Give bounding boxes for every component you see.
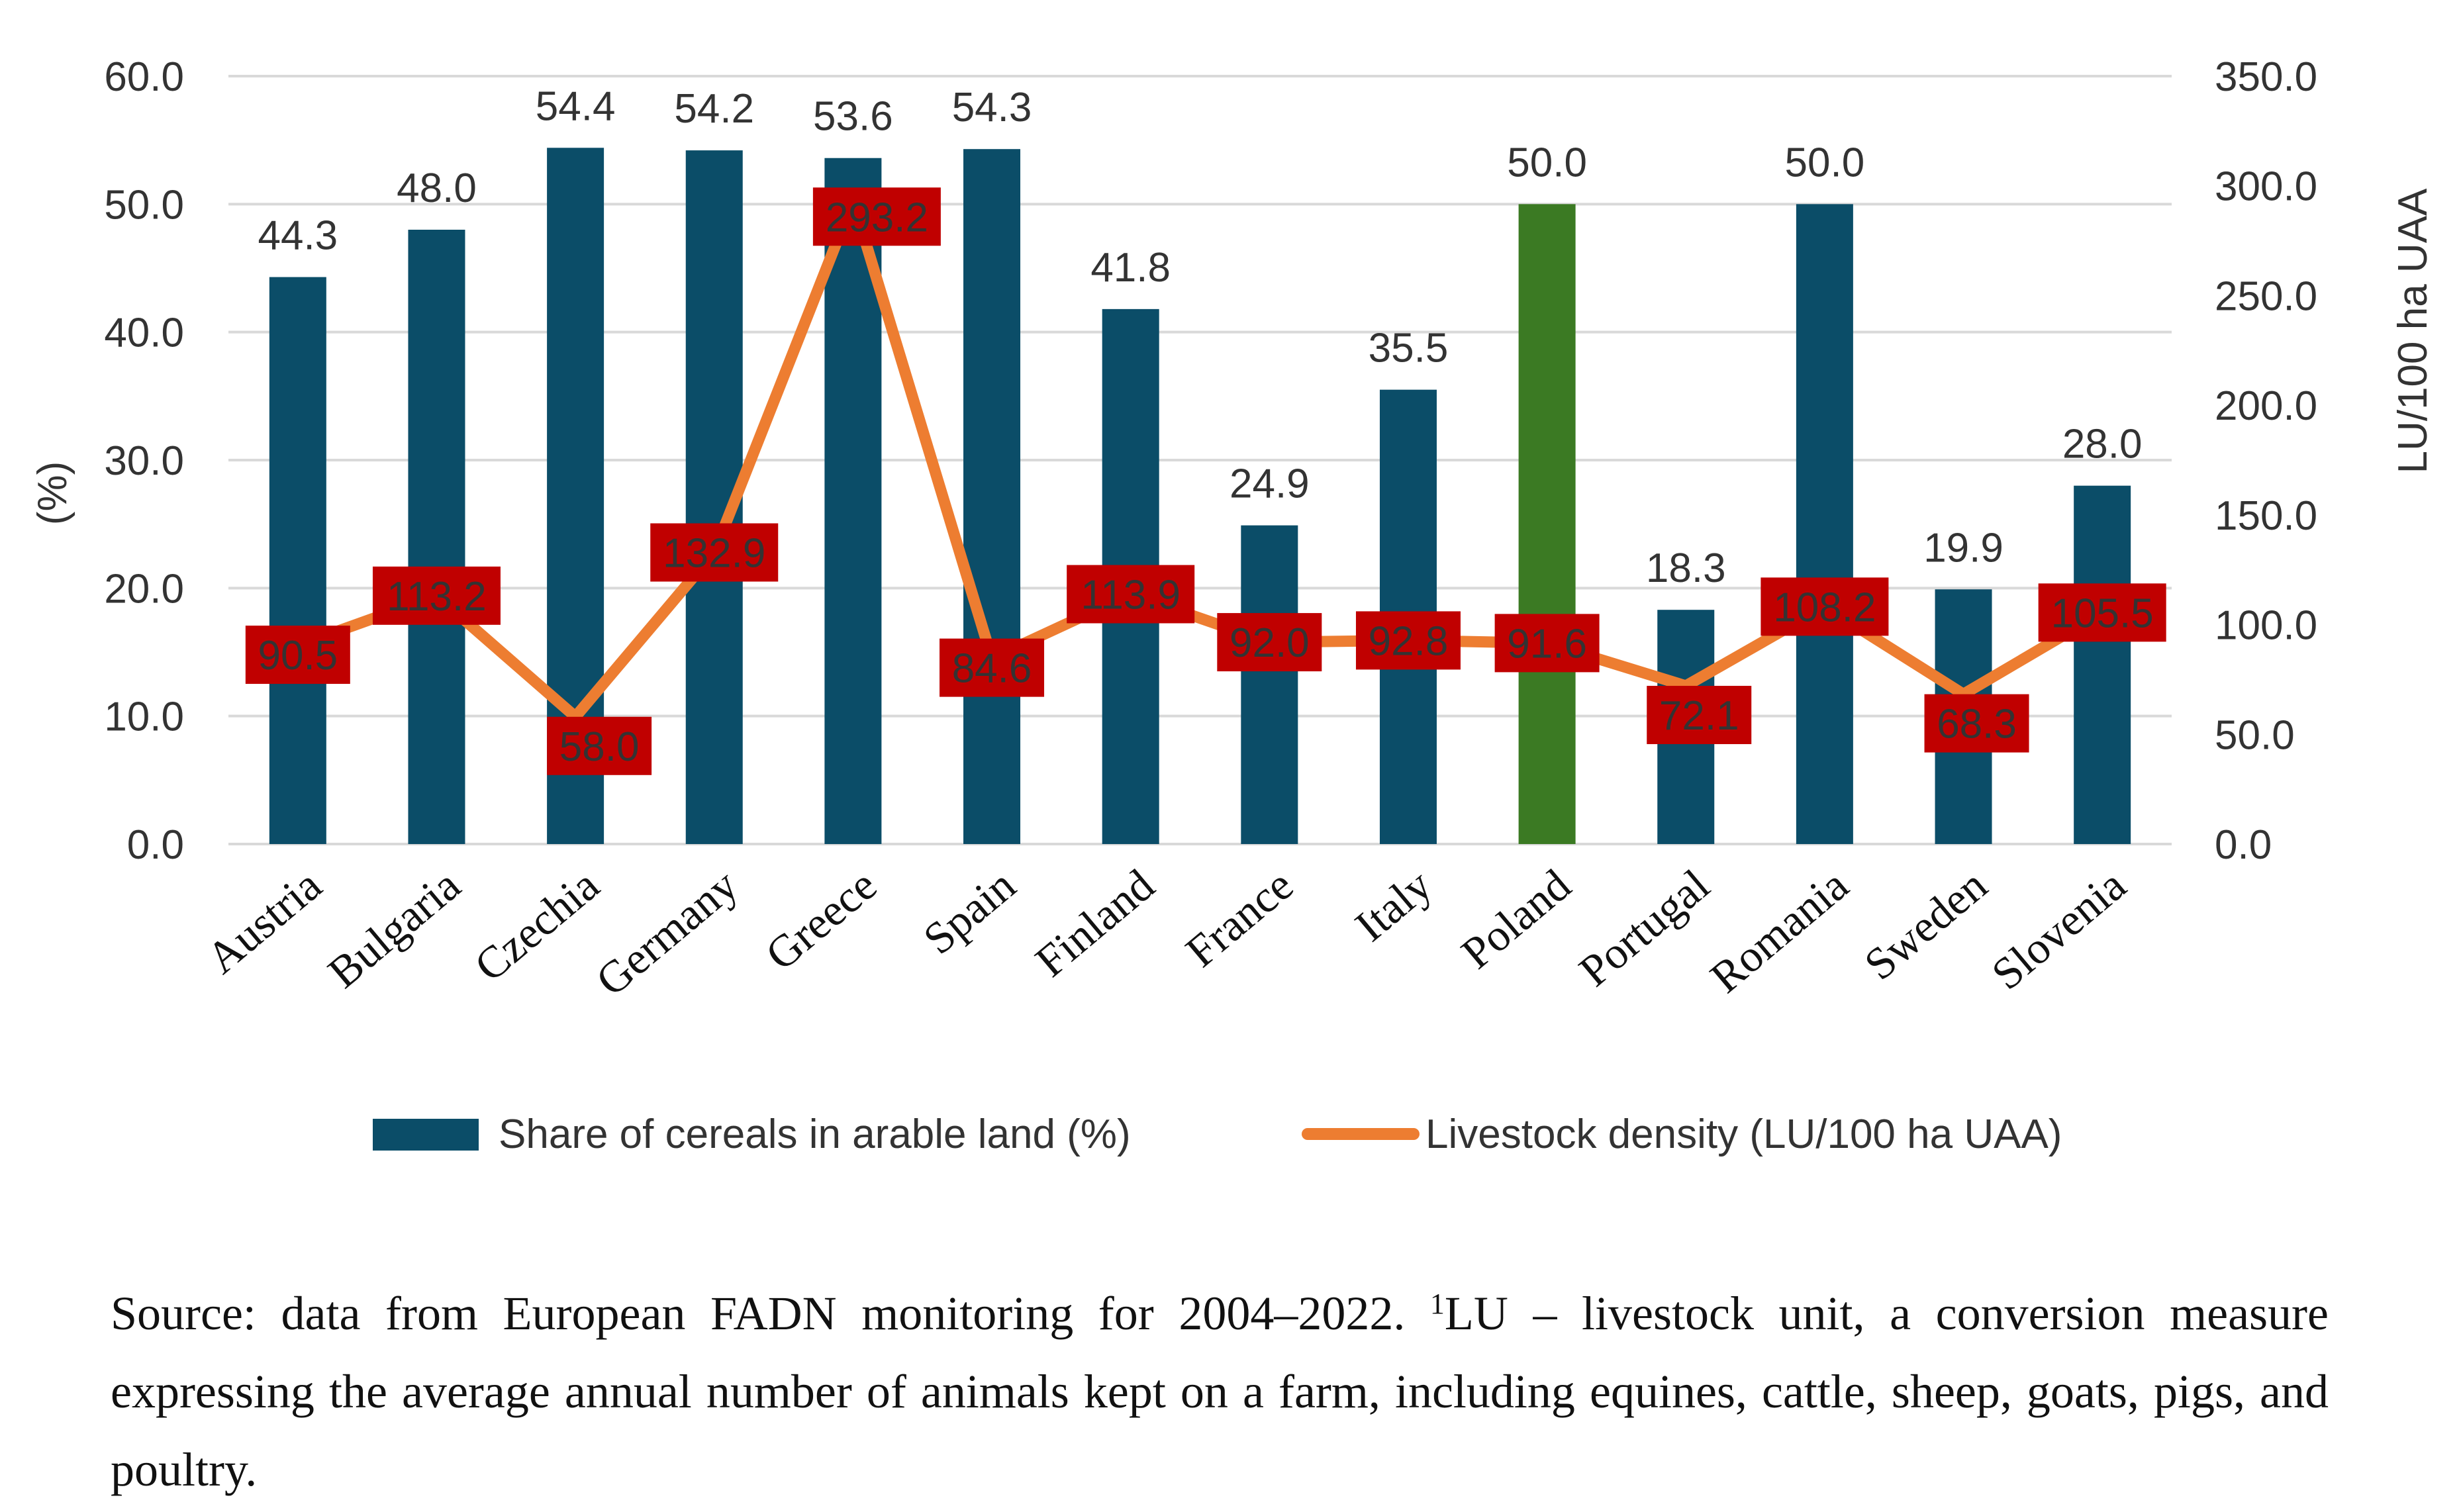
line-label-box: [650, 523, 779, 582]
category-label: Germany: [587, 859, 748, 1006]
line-label-box: [1067, 565, 1195, 624]
bar: [269, 277, 326, 844]
bar-data-label: 24.9: [1230, 461, 1310, 507]
left-tick-label: 60.0: [104, 54, 184, 100]
source-note-definition: LU – livestock unit, a conversion measur…: [111, 1287, 2329, 1496]
category-label: Czechia: [465, 859, 608, 991]
bar-data-label: 53.6: [813, 94, 893, 140]
bar-data-label: 41.8: [1090, 245, 1171, 291]
category-label: Italy: [1345, 859, 1441, 951]
line-data-label: 108.2: [1773, 585, 1876, 630]
legend-bar-swatch: [373, 1119, 479, 1151]
category-label: Poland: [1452, 859, 1580, 978]
legend-bar-label: Share of cereals in arable land (%): [499, 1111, 1131, 1157]
category-label: France: [1176, 859, 1302, 976]
category-label: Portugal: [1570, 859, 1719, 996]
line-label-box: [1217, 613, 1322, 672]
right-tick-label: 350.0: [2215, 54, 2317, 100]
left-axis-title: (%): [30, 461, 75, 525]
category-label: Spain: [914, 859, 1025, 964]
bar: [963, 149, 1021, 845]
category-label: Bulgaria: [318, 859, 469, 998]
bar: [1241, 525, 1298, 844]
bar-data-label: 50.0: [1785, 140, 1865, 185]
bar-data-labels: 44.3 48.0 54.4 54.2 53.6 54.3 41.8 24.9 35.5 50.0…: [258, 83, 2142, 591]
bar-data-label: 35.5: [1369, 326, 1449, 371]
left-tick-label: 0.0: [127, 822, 184, 868]
right-tick-label: 150.0: [2215, 493, 2317, 539]
left-tick-label: 20.0: [104, 566, 184, 612]
right-tick-label: 0.0: [2215, 822, 2272, 868]
line-data-label: 293.2: [826, 195, 928, 240]
left-tick-label: 30.0: [104, 438, 184, 484]
line-label-box: [1355, 611, 1461, 670]
category-label: Greece: [756, 859, 886, 980]
line-data-label: 84.6: [952, 646, 1032, 692]
source-note: Source: data from European FADN monitori…: [111, 1274, 2329, 1509]
right-tick-label: 100.0: [2215, 603, 2317, 649]
category-label: Finland: [1026, 859, 1163, 986]
line-data-label: 92.0: [1230, 620, 1310, 666]
category-label: Sweden: [1855, 859, 1996, 990]
left-tick-label: 50.0: [104, 182, 184, 228]
left-tick-label: 10.0: [104, 694, 184, 740]
right-tick-label: 50.0: [2215, 712, 2295, 758]
line-label-box: [812, 187, 941, 246]
bar: [2074, 485, 2131, 844]
category-label: Romania: [1701, 859, 1858, 1002]
right-tick-label: 300.0: [2215, 164, 2317, 210]
footnote-marker: 1: [1429, 1288, 1445, 1320]
line-label-box: [1494, 614, 1600, 673]
bar-data-label: 54.3: [952, 85, 1032, 130]
bar-data-label: 19.9: [1923, 525, 2003, 571]
right-axis-title: LU/100 ha UAA: [2390, 188, 2436, 473]
bar-data-label: 18.3: [1646, 545, 1726, 591]
line-data-label: 91.6: [1507, 621, 1587, 667]
line-data-label: 68.3: [1937, 702, 2017, 747]
left-axis: 0.0 10.0 20.0 30.0 40.0 50.0 60.0: [104, 54, 184, 868]
line-label-box: [372, 566, 501, 625]
bar: [1518, 204, 1576, 844]
bar-data-label: 48.0: [397, 165, 477, 211]
line-data-label: 90.5: [258, 633, 338, 679]
category-label: Slovenia: [1982, 859, 2135, 999]
line-label-box: [1761, 577, 1889, 636]
line-data-label: 72.1: [1659, 693, 1739, 739]
legend-line-label: Livestock density (LU/100 ha UAA): [1425, 1111, 2062, 1157]
bar-data-label: 54.2: [674, 86, 754, 132]
legend: Share of cereals in arable land (%) Live…: [373, 1111, 2062, 1157]
bar-data-label: 50.0: [1507, 140, 1587, 185]
line-label-box: [1647, 686, 1752, 745]
gridlines: [228, 75, 2172, 845]
right-axis: 0.0 50.0 100.0 150.0 200.0 250.0 300.0 350.0: [2215, 54, 2317, 868]
line-label-box: [940, 638, 1045, 697]
source-note-text: Source: data from European FADN monitori…: [111, 1287, 1430, 1340]
right-tick-label: 200.0: [2215, 383, 2317, 429]
line-label-box: [1924, 694, 2029, 753]
line-data-labels: 90.5 113.2 58.0 132.9 293.2 84.6 113.9 92.0 92.8…: [245, 187, 2166, 775]
right-tick-label: 250.0: [2215, 273, 2317, 319]
bar-data-label: 54.4: [536, 83, 616, 129]
bar-data-label: 44.3: [258, 213, 338, 259]
line-data-label: 58.0: [559, 724, 640, 770]
line-label-box: [245, 626, 350, 685]
bar-data-label: 28.0: [2062, 422, 2143, 467]
bar: [408, 230, 465, 844]
category-label: Austria: [197, 859, 330, 983]
line-label-box: [547, 716, 652, 775]
line-data-label: 105.5: [2051, 591, 2154, 636]
line-data-label: 92.8: [1369, 618, 1449, 664]
line-data-label: 113.2: [387, 574, 487, 620]
left-tick-label: 40.0: [104, 310, 184, 356]
line-data-label: 132.9: [663, 531, 765, 577]
bar: [1796, 204, 1853, 844]
line-label-box: [2038, 583, 2166, 642]
line-data-label: 113.9: [1081, 573, 1181, 618]
